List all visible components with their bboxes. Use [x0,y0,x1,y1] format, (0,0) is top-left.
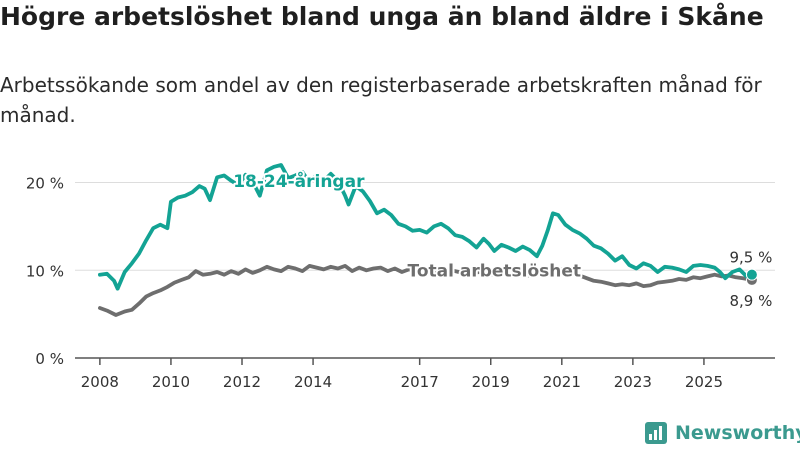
series-end-marker [745,268,758,281]
brand-logo[interactable]: Newsworthy [645,420,800,446]
label-layer: 18-24-åringar Total arbetslöshet 9,5 % 8,9 … [231,168,774,312]
x-tick-label: 2021 [543,373,581,391]
y-tick-label: 10 % [26,262,64,280]
x-tick-label: 2014 [294,373,332,391]
x-tick-label: 2010 [152,373,190,391]
y-tick-label: 0 % [35,350,64,368]
line-chart: 0 % 10 % 20 % 2008 2010 2012 2014 2017 2019 2021 2… [26,163,775,391]
axis-layer: 0 % 10 % 20 % 2008 2010 2012 2014 2017 2019 2021 2… [26,175,775,391]
series-annotation-label: 18-24-åringar [233,170,365,192]
y-tick-label: 20 % [26,175,64,193]
x-tick-label: 2025 [685,373,723,391]
x-tick-label: 2017 [401,373,439,391]
bar-chart-icon [645,422,667,444]
page-subtitle: Arbetssökande som andel av den registerb… [0,73,762,127]
x-tick-label: 2019 [472,373,510,391]
series-line [98,163,754,291]
series-annotation-label: Total arbetslöshet [408,261,582,281]
end-value-label: 9,5 % [729,249,772,267]
series-layer [98,163,758,317]
brand-name: Newsworthy [675,422,800,444]
series-line [98,264,754,317]
page-title: Högre arbetslöshet bland unga än bland ä… [0,2,764,31]
x-tick-label: 2023 [614,373,652,391]
x-tick-label: 2012 [223,373,261,391]
x-tick-label: 2008 [81,373,119,391]
end-value-label: 8,9 % [729,292,772,310]
